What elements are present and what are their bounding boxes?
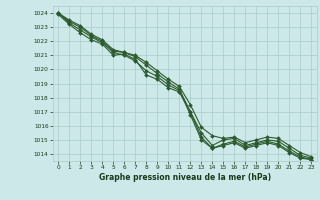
X-axis label: Graphe pression niveau de la mer (hPa): Graphe pression niveau de la mer (hPa) bbox=[99, 173, 271, 182]
